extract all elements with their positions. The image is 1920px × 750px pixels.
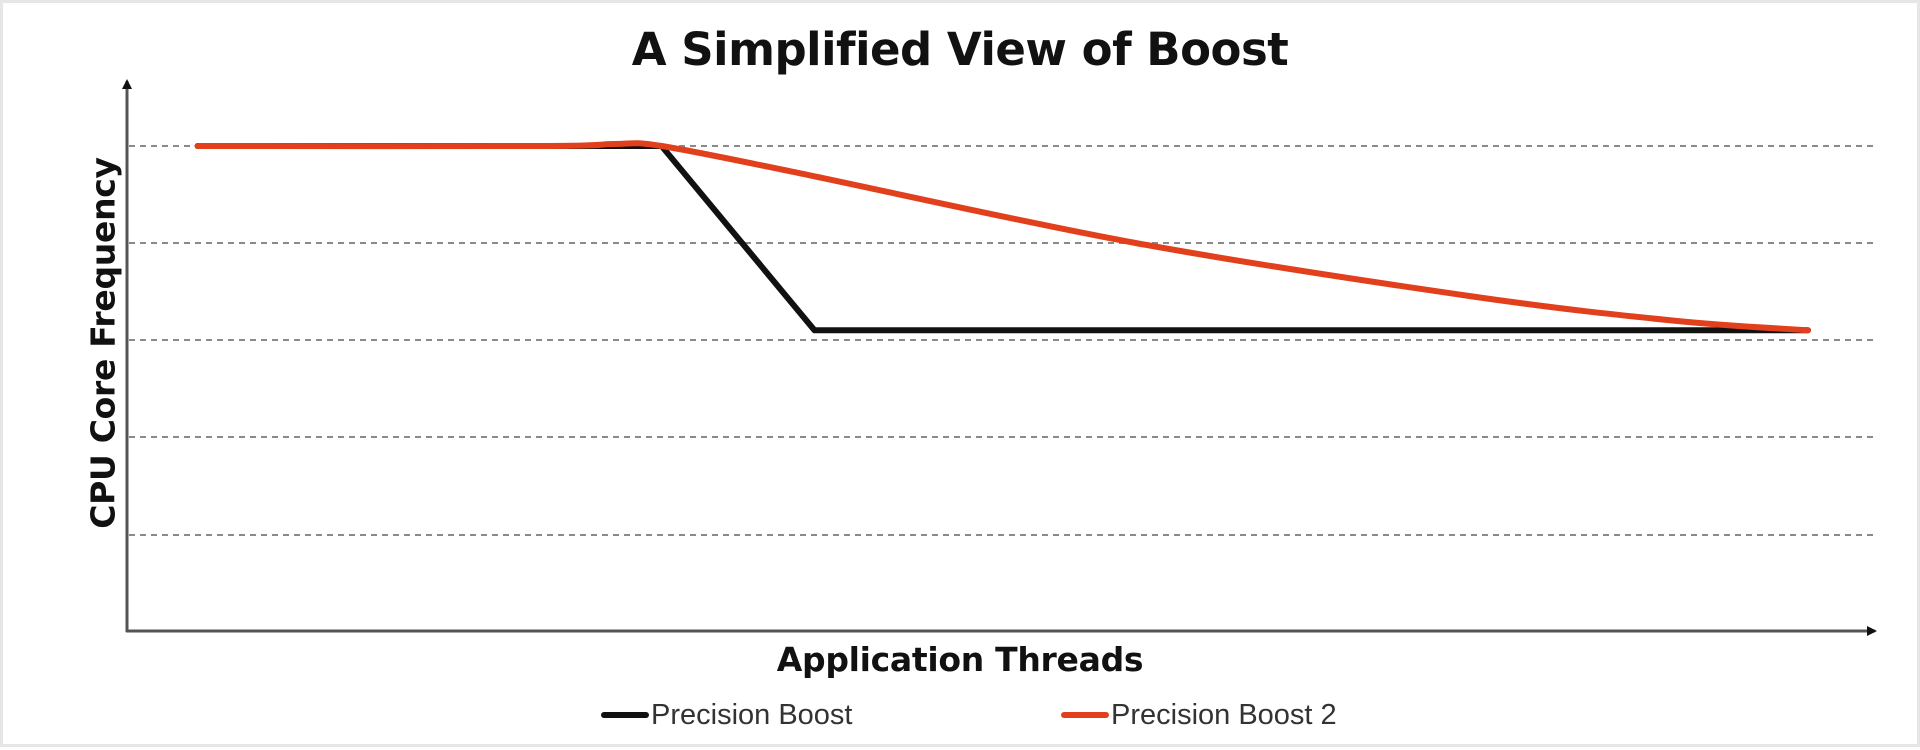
- legend-swatch-black: [601, 712, 649, 718]
- plot-area: [122, 79, 1877, 636]
- legend-swatch-orange: [1061, 712, 1109, 718]
- legend-label: Precision Boost 2: [1111, 698, 1337, 731]
- series-lines: [194, 140, 1811, 334]
- legend-item-precision-boost-2: Precision Boost 2: [1061, 695, 1337, 735]
- legend-label: Precision Boost: [651, 698, 853, 731]
- legend-item-precision-boost: Precision Boost: [601, 695, 853, 735]
- gridlines: [129, 145, 1873, 536]
- axes: [122, 79, 1877, 636]
- chart-title: A Simplified View of Boost: [631, 23, 1289, 76]
- series-line-precision-boost-2: [194, 140, 1811, 334]
- x-axis-label: Application Threads: [776, 640, 1144, 679]
- legend: Precision Boost Precision Boost 2: [3, 695, 1920, 735]
- series-line-precision-boost: [194, 143, 1811, 334]
